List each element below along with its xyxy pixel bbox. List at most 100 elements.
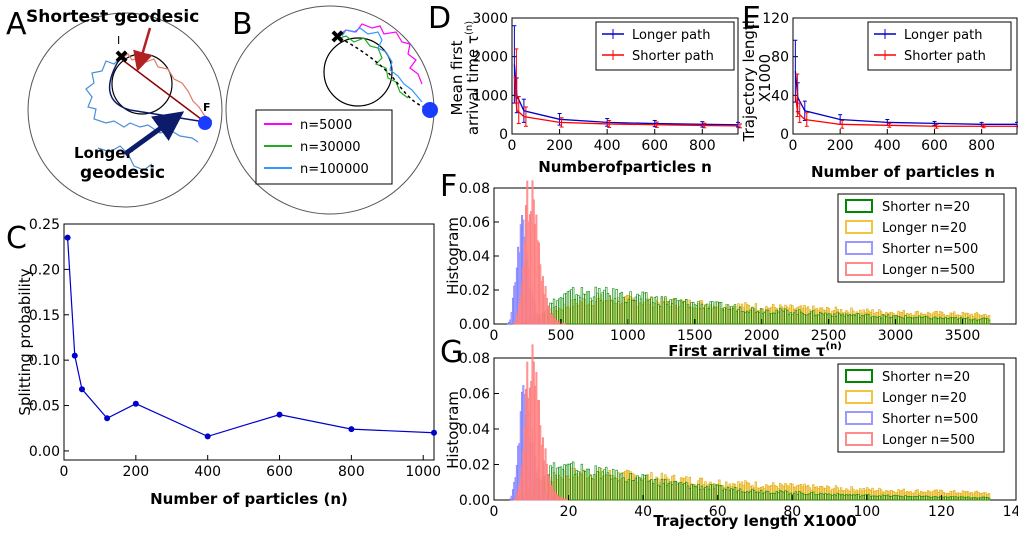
legend-label: Longer path	[904, 28, 983, 43]
legend-swatch	[845, 262, 873, 276]
x-tick-label: 800	[689, 138, 716, 154]
legend-label: Shorter path	[904, 49, 986, 64]
chart-d: 0 1000 2000 3000 0 200 400 600 800 Mean first a…	[448, 11, 742, 176]
legend-f: Shorter n=20 Longer n=20 Shorter n=500 Long…	[845, 199, 978, 278]
panel-label-G: G	[440, 335, 463, 370]
data-point-c	[64, 234, 71, 241]
y-axis-label-d-line1: Mean first	[448, 40, 466, 115]
y-tick-label: 0.25	[29, 217, 60, 233]
trajectory-n30000	[339, 35, 409, 99]
chart-g: 0.000.020.040.060.08 020406080100120140 …	[444, 344, 1018, 530]
plot-frame-c	[63, 223, 435, 461]
y-tick-label: 0.06	[459, 215, 490, 231]
longer-arrow	[123, 111, 185, 157]
histogram-bar	[987, 497, 991, 501]
legend-label: Shorter path	[632, 49, 714, 64]
x-tick-label: 400	[874, 138, 901, 154]
x-tick-label: 20	[560, 504, 578, 520]
series-line-d	[513, 64, 739, 126]
x-tick-label: 100	[853, 504, 880, 520]
y-tick-label: 0.15	[29, 308, 60, 324]
y-tick-label: 0.04	[459, 249, 490, 265]
series-line-e	[794, 71, 1017, 125]
x-ticks-e: 0 200 400 600 800	[789, 129, 995, 154]
x-tick-label: 500	[548, 328, 575, 344]
y-axis-label-c: Splitting probability	[16, 268, 34, 415]
geodesic-dotted	[339, 37, 431, 109]
x-tick-label: 3500	[945, 328, 981, 344]
legend-swatch	[845, 390, 873, 404]
legend-label: Shorter n=500	[882, 412, 978, 427]
chart-f: 0.00 0.02 0.04 0.06 0.08 0 500 1000 1500 2000 250…	[444, 180, 1017, 360]
data-point-c	[71, 352, 78, 359]
end-label-F: F	[203, 101, 211, 114]
legend-b-entry-3: n=100000	[264, 162, 369, 177]
y-tick-label: 0.08	[459, 351, 490, 367]
legend-box-e	[867, 21, 1012, 71]
series-e	[793, 39, 1018, 129]
outer-domain-circle	[27, 12, 223, 208]
x-tick-label: 1000	[405, 464, 441, 480]
legend-label: Shorter n=500	[882, 242, 978, 257]
legend-box-g	[837, 363, 1005, 453]
y-tick-label: 3000	[472, 11, 508, 27]
y-axis-label-d-line2: arrival time τ(n)	[464, 21, 482, 135]
y-ticks-g: 0.00 0.02 0.04 0.06 0.08	[459, 351, 499, 509]
chart-c: 0.00 0.05 0.10 0.15 0.20 0.25 0 200 400 600 800 10…	[16, 217, 441, 508]
x-tick-label: 2500	[811, 328, 847, 344]
y-tick-label: 0.06	[459, 387, 490, 403]
shortest-geodesic-label: Shortest geodesic	[26, 7, 199, 27]
panel-label-A: A	[6, 7, 27, 42]
legend-b-entry-1: n=5000	[264, 118, 352, 133]
x-tick-label: 1000	[610, 328, 646, 344]
x-axis-label-f-main: First arrival time τ	[668, 342, 826, 360]
legend-b-label: n=30000	[300, 140, 361, 155]
y-axis-label-g: Histogram	[444, 391, 462, 469]
legend-swatch	[845, 220, 873, 234]
legend-swatch	[845, 411, 873, 425]
data-point-c	[132, 400, 139, 407]
data-point-c	[348, 426, 355, 433]
y-tick-label: 0.02	[459, 458, 490, 474]
series-line-c	[66, 237, 435, 438]
legend-swatch	[845, 199, 873, 213]
x-tick-label: 200	[827, 138, 854, 154]
x-tick-label: 3000	[878, 328, 914, 344]
legend-e: Longer path Shorter path	[874, 28, 986, 64]
y-ticks-f: 0.00 0.02 0.04 0.06 0.08	[459, 181, 499, 333]
longer-geodesic-line	[108, 57, 206, 123]
y-tick-label: 80	[771, 50, 789, 66]
legend-d: Longer path Shorter path	[602, 28, 714, 64]
x-ticks-d: 0 200 400 600 800	[508, 129, 716, 154]
x-tick-label: 0	[789, 138, 798, 154]
y-tick-label: 0	[499, 127, 508, 143]
panel-label-F: F	[440, 169, 457, 204]
y-tick-label: 0.20	[29, 262, 60, 278]
legend-label: Longer n=20	[882, 391, 967, 406]
histogram-bar	[987, 319, 991, 325]
x-tick-label: 200	[546, 138, 573, 154]
legend-label: Longer path	[632, 28, 711, 43]
y-ticks-e: 0 40 80 120	[762, 11, 798, 143]
x-tick-label: 140	[1003, 504, 1018, 520]
x-ticks-f: 0 500 1000 1500 2000 2500 3000 3500	[490, 319, 981, 344]
y-tick-label: 40	[771, 88, 789, 104]
data-point-c	[104, 415, 111, 422]
legend-b-entry-2: n=30000	[264, 140, 361, 155]
y-tick-label: 0.00	[29, 444, 60, 460]
trajectory-n100000	[341, 27, 423, 103]
legend-box-f	[837, 193, 1005, 283]
x-tick-label: 400	[594, 138, 621, 154]
y-tick-label: 0.05	[29, 399, 60, 415]
legend-label: Longer n=20	[882, 221, 967, 236]
x-axis-label-g: Trajectory length X1000	[653, 512, 856, 530]
y-tick-label: 0.08	[459, 181, 490, 197]
series-c	[64, 234, 437, 440]
legend-label: Longer n=500	[882, 433, 975, 448]
histogram-bars-g	[509, 344, 991, 501]
x-tick-label: 80	[783, 504, 801, 520]
x-tick-label: 0	[490, 328, 499, 344]
x-tick-label: 800	[338, 464, 365, 480]
shortest-arrow	[133, 27, 153, 72]
